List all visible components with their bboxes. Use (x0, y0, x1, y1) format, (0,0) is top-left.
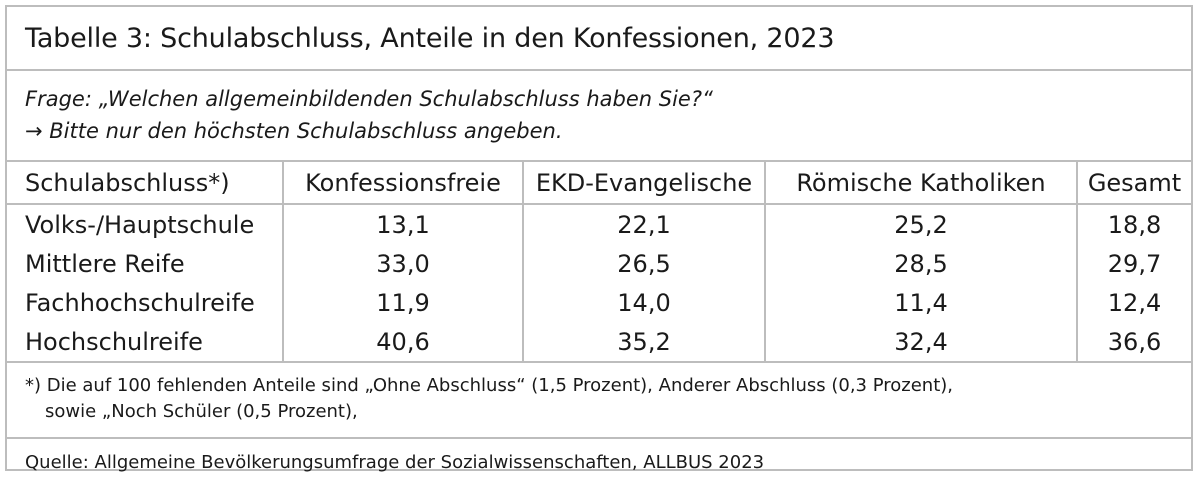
row-label: Fachhochschulreife (25, 288, 255, 317)
cell-konfessionsfreie: 33,0 (282, 244, 523, 283)
cell-konfessionsfreie: 13,1 (282, 204, 523, 244)
table-row: Volks-/Hauptschule 13,1 22,1 25,2 18,8 (7, 204, 1191, 244)
header-ekd-evangelische: EKD-Evangelische (522, 162, 765, 205)
cell-roemische-katholiken: 28,5 (764, 244, 1077, 283)
table-row: Hochschulreife 40,6 35,2 32,4 36,6 (7, 322, 1191, 361)
cell-ekd-evangelische: 26,5 (522, 244, 765, 283)
cell-gesamt: 29,7 (1076, 244, 1191, 283)
cell-ekd-evangelische: 22,1 (522, 204, 765, 244)
cell-roemische-katholiken: 32,4 (764, 322, 1077, 361)
table-header-row: Schulabschluss*) Konfessionsfreie EKD-Ev… (7, 162, 1191, 205)
cell-roemische-katholiken: 25,2 (764, 204, 1077, 244)
question-instruction: → Bitte nur den höchsten Schulabschluss … (25, 119, 563, 143)
footnote-text-continued: sowie „Noch Schüler (0,5 Prozent), (45, 401, 358, 422)
header-schulabschluss: Schulabschluss*) (7, 162, 283, 205)
footnote-text: *) Die auf 100 fehlenden Anteile sind „O… (25, 375, 954, 396)
table-frame: Tabelle 3: Schulabschluss, Anteile in de… (5, 5, 1193, 473)
source-text: Quelle: Allgemeine Bevölkerungsumfrage d… (25, 451, 765, 473)
row-label: Mittlere Reife (25, 249, 185, 278)
question-row: Frage: „Welchen allgemeinbildenden Schul… (7, 71, 1191, 162)
table-row: Fachhochschulreife 11,9 14,0 11,4 12,4 (7, 283, 1191, 322)
question-text: Frage: „Welchen allgemeinbildenden Schul… (25, 87, 713, 111)
title-row: Tabelle 3: Schulabschluss, Anteile in de… (7, 7, 1191, 71)
cell-konfessionsfreie: 40,6 (282, 322, 523, 361)
header-gesamt: Gesamt (1076, 162, 1191, 205)
cell-gesamt: 12,4 (1076, 283, 1191, 322)
source-row: Quelle: Allgemeine Bevölkerungsumfrage d… (7, 437, 1191, 485)
row-label: Volks-/Hauptschule (25, 210, 255, 239)
cell-konfessionsfreie: 11,9 (282, 283, 523, 322)
data-table: Schulabschluss*) Konfessionsfreie EKD-Ev… (7, 162, 1191, 361)
row-label: Hochschulreife (25, 327, 203, 356)
cell-ekd-evangelische: 14,0 (522, 283, 765, 322)
cell-gesamt: 36,6 (1076, 322, 1191, 361)
table-title: Tabelle 3: Schulabschluss, Anteile in de… (25, 22, 835, 54)
table-row: Mittlere Reife 33,0 26,5 28,5 29,7 (7, 244, 1191, 283)
header-roemische-katholiken: Römische Katholiken (764, 162, 1077, 205)
cell-ekd-evangelische: 35,2 (522, 322, 765, 361)
header-konfessionsfreie: Konfessionsfreie (282, 162, 523, 205)
cell-roemische-katholiken: 11,4 (764, 283, 1077, 322)
footnote-row: *) Die auf 100 fehlenden Anteile sind „O… (7, 361, 1191, 437)
cell-gesamt: 18,8 (1076, 204, 1191, 244)
